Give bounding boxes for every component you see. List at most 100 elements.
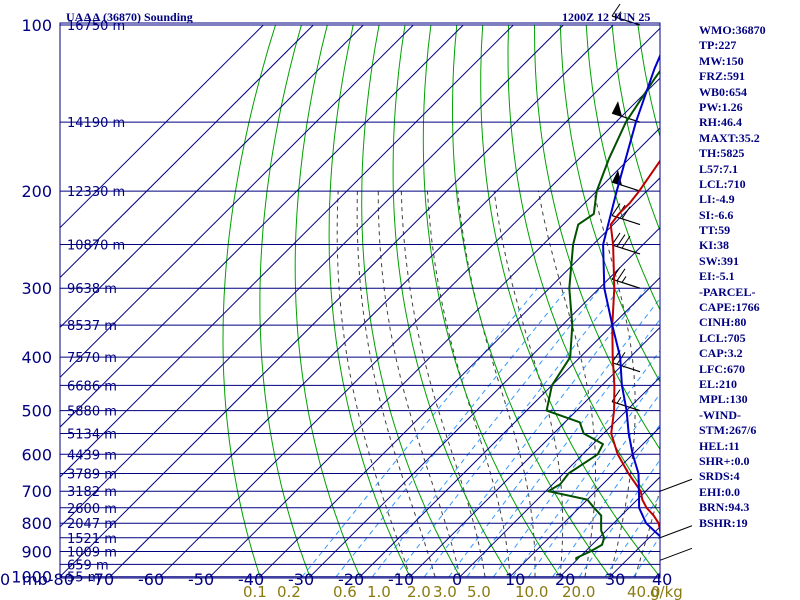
temperature-tick-label: 30	[605, 570, 625, 589]
height-tick-label: 2047 m	[67, 517, 117, 532]
index-line: LFC:670	[699, 361, 745, 376]
height-tick-label: 14190 m	[67, 116, 125, 131]
mixing-ratio-label: 10.0	[515, 583, 548, 600]
index-line: CAPE:1766	[699, 300, 760, 315]
index-line: EI:-5.1	[699, 269, 735, 284]
temperature-tick-label: -50	[188, 570, 214, 589]
mixing-ratio-labels: 0.1 0.2 0.6 1.0 2.0 3.0 5.0 10.0 20.0 40.0g/kg	[243, 583, 683, 600]
height-tick-label: 9638 m	[67, 282, 117, 297]
index-line: SHR+:0.0	[699, 453, 750, 468]
isotherm	[359, 276, 660, 578]
isotherm	[259, 177, 660, 578]
mixing-ratio-label: 5.0	[467, 583, 491, 600]
moist-adiabat	[400, 191, 486, 577]
isotherm	[60, 24, 414, 378]
isotherm	[60, 24, 614, 578]
temperature-tick-label: 20	[555, 570, 575, 589]
mixing-ratio-label: 3.0	[433, 583, 457, 600]
index-line: LCL:710	[699, 176, 746, 191]
pressure-tick-label: 1000	[11, 568, 52, 587]
mixing-ratio-label: 40.0	[627, 583, 660, 600]
height-tick-label: 16750 m	[67, 19, 125, 34]
wind-barbs	[611, 3, 693, 561]
valid-time: 1200Z 12 JUN 25	[562, 10, 650, 24]
temperature-tick-label: -30	[288, 570, 314, 589]
pressure-tick-label: 100	[21, 16, 52, 35]
index-line: SW:391	[699, 253, 740, 268]
index-line: TH:5825	[699, 146, 745, 161]
height-tick-label: 8537 m	[67, 319, 117, 334]
temperature-tick-label: 0	[452, 570, 462, 589]
wind-barb	[611, 181, 641, 192]
isotherm	[159, 77, 660, 578]
wind-barb	[659, 525, 693, 539]
temperature-tick-label: -70	[88, 570, 114, 589]
parcel-profile	[602, 53, 660, 538]
isotherm	[109, 27, 660, 578]
moist-adiabat	[634, 487, 660, 577]
isotherm	[409, 326, 660, 578]
index-line: EL:210	[699, 376, 738, 391]
moist-adiabat	[426, 191, 511, 577]
stability-index-panel: WMO:36870 TP:227 MW:150 FRZ:591 WB0:654 PW:1.…	[699, 23, 800, 531]
index-line: FRZ:591	[699, 69, 745, 84]
index-line: STM:267/6	[699, 423, 757, 438]
pressure-tick-labels: 100 200 300 400 500 600 700 800 900 1000	[11, 16, 52, 587]
temperature-tick-label: mb-80	[22, 570, 74, 589]
index-line: SRDS:4	[699, 469, 740, 484]
height-tick-label: 55 m	[67, 571, 100, 586]
temperature-tick-label: 0	[0, 570, 10, 589]
height-tick-label: 1521 m	[67, 532, 117, 547]
temperature-profile	[609, 159, 660, 535]
index-line: CAP:3.2	[699, 346, 743, 361]
wind-barb	[611, 244, 641, 255]
isotherms	[60, 24, 660, 578]
temperature-tick-label: -10	[388, 570, 414, 589]
dewpoint-profile	[545, 69, 660, 561]
height-tick-label: 6686 m	[67, 379, 117, 394]
mixing-ratio-line	[394, 287, 621, 578]
index-line: LI:-4.9	[699, 192, 735, 207]
wind-barb-half	[621, 276, 627, 283]
temperature-tick-label: 40	[652, 570, 672, 589]
mixing-ratio-line	[301, 287, 538, 578]
plot-frame	[59, 22, 661, 579]
mixing-ratio-label: 0.1	[243, 583, 267, 600]
height-tick-label: 3182 m	[67, 485, 117, 500]
mixing-ratio-label: g/kg	[650, 583, 683, 600]
index-line: EHI:0.0	[699, 484, 741, 499]
isotherm	[60, 24, 564, 528]
index-line: PW:1.26	[699, 99, 743, 114]
wind-barb-flag	[621, 235, 631, 249]
pressure-tick-label: 800	[21, 514, 52, 533]
index-line: LCL:705	[699, 330, 746, 345]
index-line: TT:59	[699, 223, 731, 238]
temperature-tick-label: -40	[238, 570, 264, 589]
height-tick-label: 659 m	[67, 558, 109, 573]
isotherm	[209, 127, 660, 578]
wind-barb	[611, 278, 641, 289]
height-tick-labels: 16750 m 14190 m 12330 m 10870 m 9638 m 8537 m…	[67, 19, 125, 586]
temperature-tick-labels: mb-80 -70 -60 -50 -40 -30 -20 -10 0 10 20 30 40 0	[0, 570, 672, 589]
isotherm	[509, 426, 660, 578]
isotherm	[559, 476, 660, 578]
index-line: L57:7.1	[699, 161, 738, 176]
height-tick-label: 3789 m	[67, 467, 117, 482]
height-tick-label: 12330 m	[67, 185, 125, 200]
isotherm	[60, 24, 314, 279]
isotherm	[60, 24, 264, 229]
height-tick-label: 4439 m	[67, 448, 117, 463]
index-line: BRN:94.3	[699, 500, 750, 515]
temperature-tick-label: -20	[338, 570, 364, 589]
mixing-ratio-label: 0.6	[333, 583, 357, 600]
moist-adiabat	[336, 191, 411, 577]
isotherm	[459, 376, 660, 578]
index-line: MAXT:35.2	[699, 130, 760, 145]
station-title: UAAA (36870) Sounding	[66, 10, 193, 24]
wind-barb-flag	[616, 234, 626, 247]
wind-barb	[659, 478, 693, 492]
mixing-ratio-label: 2.0	[407, 583, 431, 600]
pressure-tick-label: 300	[21, 279, 52, 298]
wind-barb-flag	[611, 3, 621, 17]
index-line: KI:38	[699, 238, 729, 253]
